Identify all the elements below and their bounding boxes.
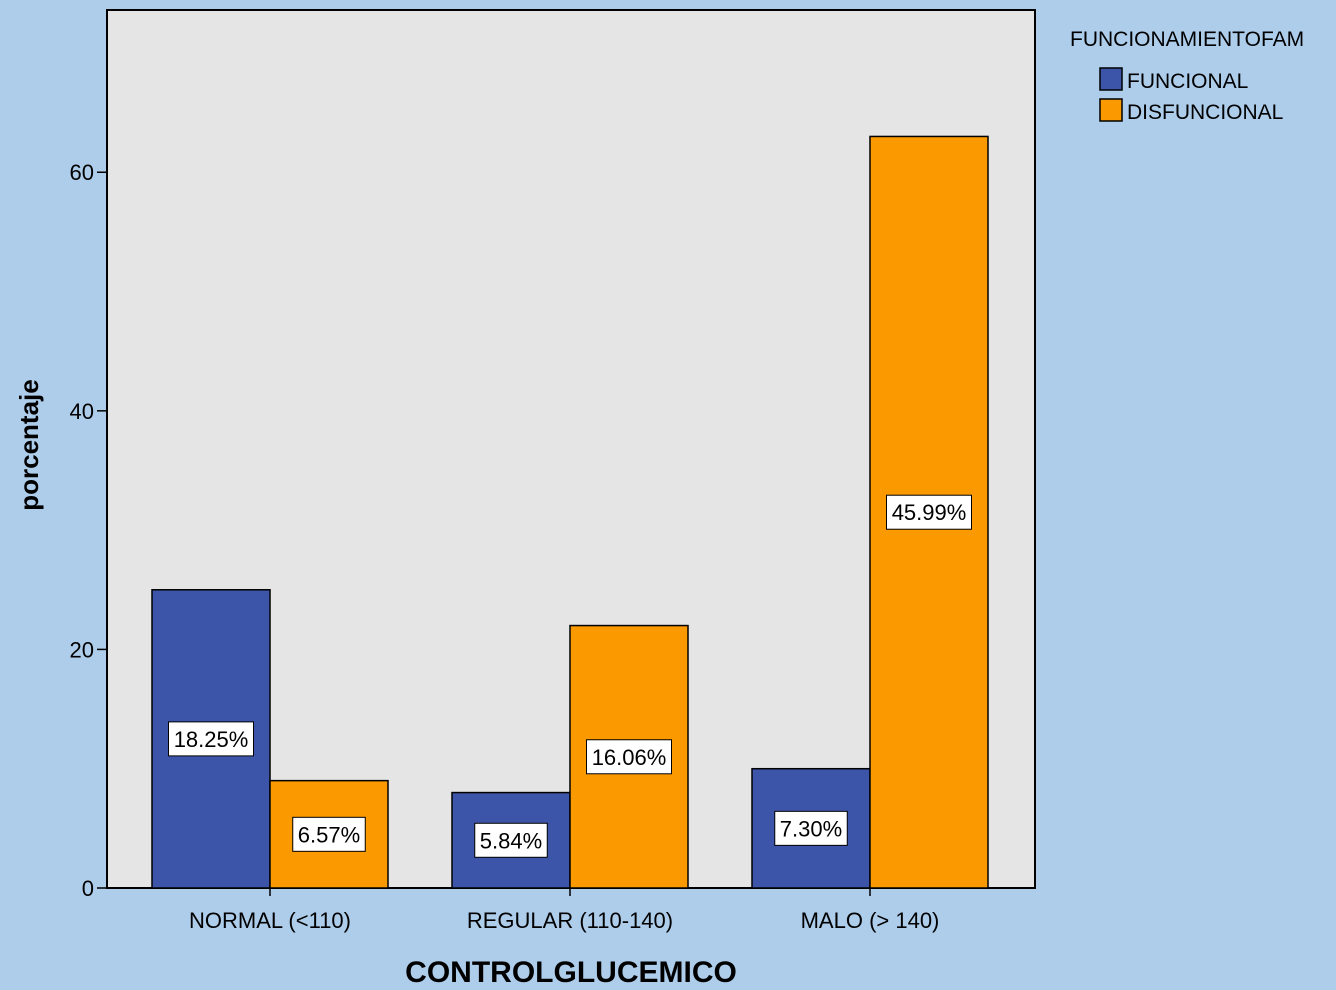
data-label-box xyxy=(292,816,366,852)
data-label-box xyxy=(168,721,254,757)
y-tick-label: 60 xyxy=(70,160,94,185)
legend-label-funcional: FUNCIONAL xyxy=(1127,70,1248,93)
legend: FUNCIONAMIENTOFAM FUNCIONAL DISFUNCIONAL xyxy=(1070,28,1304,124)
data-labels-group: 18.25% 5.84% 7.30% 6.57% 16.06% 45.99% xyxy=(168,494,972,858)
legend-label-disfuncional: DISFUNCIONAL xyxy=(1127,101,1283,124)
x-tick-label: MALO (> 140) xyxy=(801,908,940,933)
x-tick-label: REGULAR (110-140) xyxy=(467,908,673,933)
data-label-box xyxy=(474,822,548,858)
y-tick-label: 0 xyxy=(82,876,94,901)
y-axis-title: porcentaje xyxy=(14,379,44,511)
legend-title: FUNCIONAMIENTOFAM xyxy=(1070,28,1304,51)
x-axis: NORMAL (<110) REGULAR (110-140) MALO (> 14… xyxy=(189,888,939,933)
legend-swatch-funcional xyxy=(1099,67,1123,91)
data-label: 18.25% xyxy=(174,727,249,752)
data-label: 6.57% xyxy=(298,822,360,847)
data-label: 16.06% xyxy=(592,745,667,770)
y-tick-label: 40 xyxy=(70,399,94,424)
data-label-box xyxy=(774,810,848,846)
y-axis: 0 20 40 60 xyxy=(70,160,107,901)
x-axis-title: CONTROLGLUCEMICO xyxy=(405,956,737,989)
y-tick-label: 20 xyxy=(70,637,94,662)
legend-swatch-disfuncional xyxy=(1099,98,1123,122)
data-label-box xyxy=(586,739,672,775)
data-label: 7.30% xyxy=(780,816,842,841)
data-label-box xyxy=(886,494,972,530)
data-label: 45.99% xyxy=(892,500,967,525)
data-label: 5.84% xyxy=(480,828,542,853)
bars-group xyxy=(151,135,989,889)
x-tick-label: NORMAL (<110) xyxy=(189,908,351,933)
